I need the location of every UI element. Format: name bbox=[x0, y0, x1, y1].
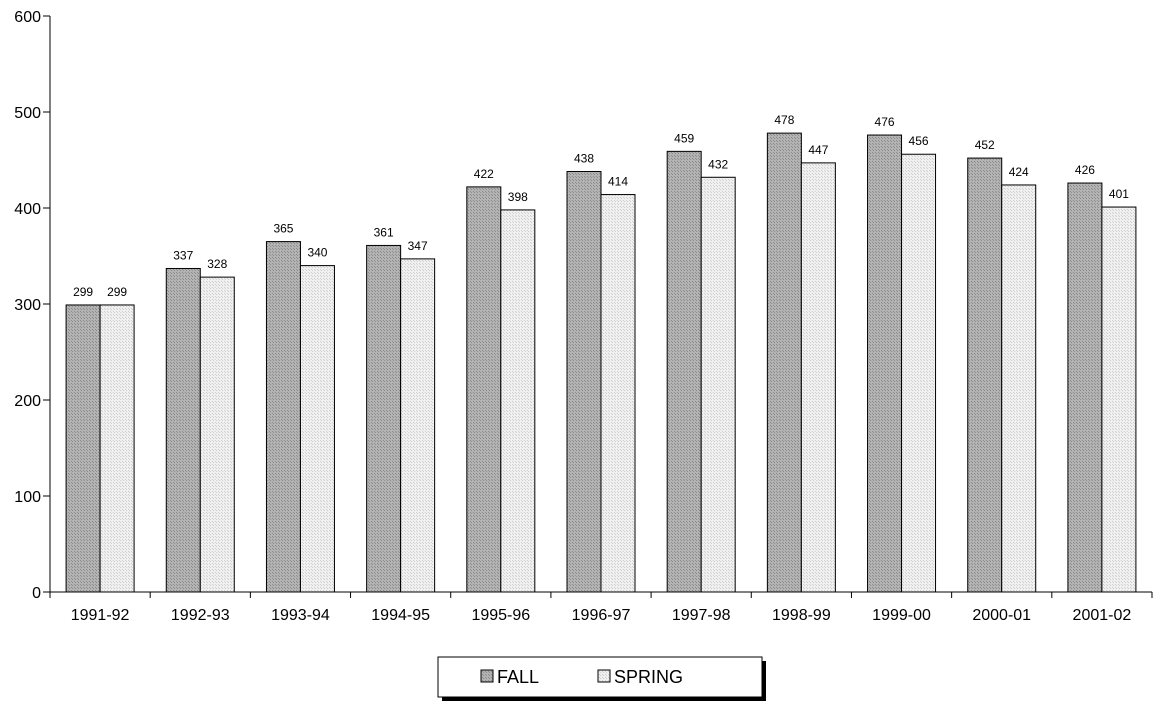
data-label-fall: 438 bbox=[574, 152, 594, 166]
x-tick-label: 1993-94 bbox=[271, 607, 330, 624]
data-labels: 299 337 365 361 422 438 459 478 476 452 426 299 328 3… bbox=[73, 113, 1129, 299]
bar-fall bbox=[65, 304, 101, 593]
data-label-fall: 365 bbox=[273, 222, 293, 236]
data-label-fall: 476 bbox=[875, 115, 895, 129]
bar-fall bbox=[466, 186, 502, 593]
bar-fall bbox=[566, 171, 602, 593]
x-tick-label: 1996-97 bbox=[572, 607, 631, 624]
data-label-spring: 456 bbox=[909, 134, 929, 148]
bar-spring bbox=[299, 265, 335, 593]
data-label-fall: 337 bbox=[173, 248, 193, 262]
bar-fall bbox=[1067, 182, 1103, 593]
y-tick-label: 500 bbox=[14, 105, 41, 122]
data-label-spring: 299 bbox=[107, 285, 127, 299]
legend-swatch-fall bbox=[480, 669, 494, 683]
legend-label-spring: SPRING bbox=[614, 667, 683, 687]
bar-fall bbox=[165, 267, 201, 593]
x-tick-label: 1995-96 bbox=[471, 607, 530, 624]
data-label-fall: 426 bbox=[1075, 163, 1095, 177]
data-label-spring: 414 bbox=[608, 175, 628, 189]
x-axis: 1991-92 1992-93 1993-94 1994-95 1995-96 1996-… bbox=[49, 591, 1153, 624]
x-tick-label: 1997-98 bbox=[672, 607, 731, 624]
x-tick-label: 1994-95 bbox=[371, 607, 430, 624]
x-tick-label: 1991-92 bbox=[71, 607, 130, 624]
y-tick-label: 300 bbox=[14, 297, 41, 314]
bar-spring bbox=[1001, 184, 1037, 593]
bar-spring bbox=[199, 276, 235, 593]
y-tick-label: 600 bbox=[14, 9, 41, 26]
bar-spring bbox=[500, 209, 536, 593]
bar-spring bbox=[800, 162, 836, 593]
y-tick-label: 400 bbox=[14, 201, 41, 218]
y-tick-label: 200 bbox=[14, 393, 41, 410]
data-label-fall: 299 bbox=[73, 285, 93, 299]
y-tick-label: 100 bbox=[14, 489, 41, 506]
data-label-spring: 424 bbox=[1009, 165, 1029, 179]
y-axis: 0 100 200 300 400 500 600 bbox=[14, 9, 51, 602]
data-label-spring: 398 bbox=[508, 190, 528, 204]
data-label-fall: 478 bbox=[774, 113, 794, 127]
data-label-fall: 459 bbox=[674, 131, 694, 145]
data-label-fall: 452 bbox=[975, 138, 995, 152]
x-tick-label: 1999-00 bbox=[872, 607, 931, 624]
bars bbox=[65, 132, 1137, 593]
bar-spring bbox=[901, 153, 937, 593]
data-label-spring: 432 bbox=[708, 157, 728, 171]
data-label-spring: 347 bbox=[408, 239, 428, 253]
data-label-spring: 401 bbox=[1109, 187, 1129, 201]
bar-spring bbox=[400, 258, 436, 593]
x-tick-label: 2000-01 bbox=[972, 607, 1031, 624]
x-tick-label: 1998-99 bbox=[772, 607, 831, 624]
data-label-spring: 328 bbox=[207, 257, 227, 271]
data-label-fall: 422 bbox=[474, 167, 494, 181]
bar-fall bbox=[967, 157, 1003, 593]
bar-spring bbox=[700, 176, 736, 593]
bar-spring bbox=[99, 304, 135, 593]
data-label-spring: 447 bbox=[808, 143, 828, 157]
bar-spring bbox=[600, 194, 636, 593]
x-tick-label: 1992-93 bbox=[171, 607, 230, 624]
y-tick-label: 0 bbox=[32, 585, 41, 602]
legend-label-fall: FALL bbox=[497, 667, 539, 687]
x-tick-label: 2001-02 bbox=[1073, 607, 1132, 624]
bar-fall bbox=[666, 150, 702, 593]
legend: FALL SPRING bbox=[437, 656, 766, 701]
bar-fall bbox=[366, 244, 402, 593]
bar-fall bbox=[766, 132, 802, 593]
bar-fall bbox=[867, 134, 903, 593]
data-label-spring: 340 bbox=[307, 246, 327, 260]
data-label-fall: 361 bbox=[374, 225, 394, 239]
legend-swatch-spring bbox=[597, 669, 611, 683]
bar-spring bbox=[1101, 206, 1137, 593]
bar-fall bbox=[265, 241, 301, 593]
